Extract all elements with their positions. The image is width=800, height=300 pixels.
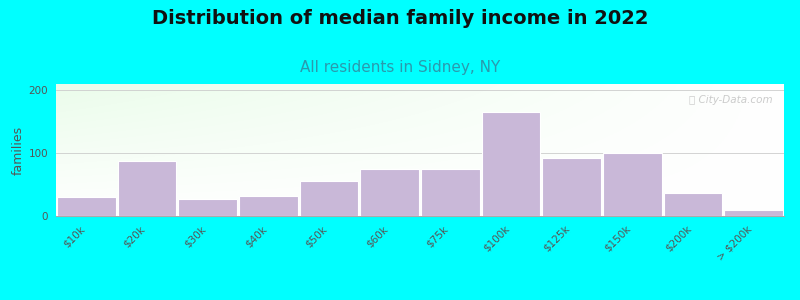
Bar [57,197,116,216]
Text: Distribution of median family income in 2022: Distribution of median family income in … [152,9,648,28]
Bar [724,210,783,216]
Bar [421,169,480,216]
Bar [663,193,722,216]
Bar [542,158,601,216]
Bar [603,153,662,216]
Text: ⌖ City-Data.com: ⌖ City-Data.com [690,94,773,105]
Bar [178,199,237,216]
Bar [239,196,298,216]
Bar [118,161,177,216]
Bar [482,112,541,216]
Bar [360,169,419,216]
Bar [299,182,358,216]
Text: All residents in Sidney, NY: All residents in Sidney, NY [300,60,500,75]
Y-axis label: families: families [11,125,25,175]
